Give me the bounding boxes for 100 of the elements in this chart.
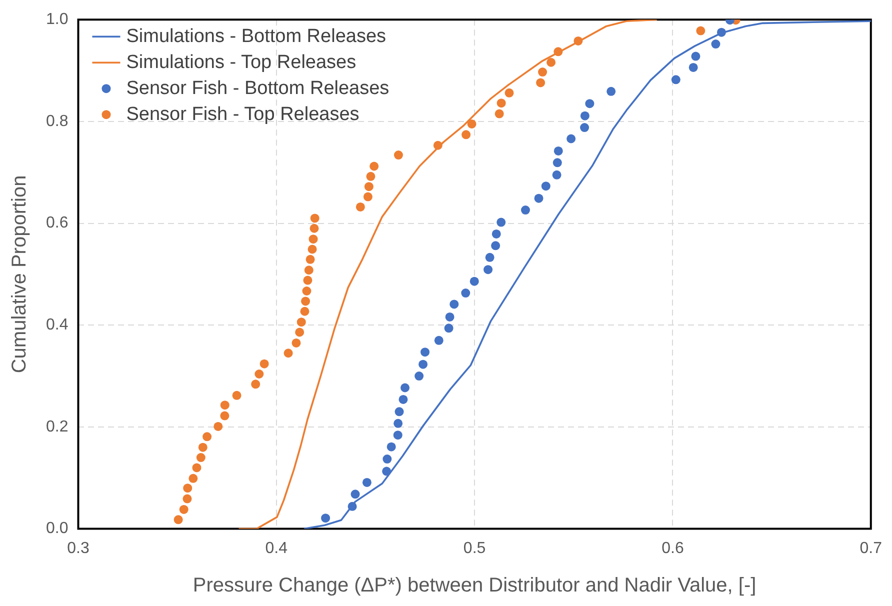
point — [356, 202, 365, 212]
point — [251, 380, 260, 389]
point — [296, 318, 306, 327]
legend-label: Simulations - Bottom Releases — [126, 26, 386, 47]
x-tick-label: 0.3 — [67, 540, 90, 557]
point — [688, 62, 698, 72]
point — [220, 400, 230, 410]
point — [284, 348, 293, 358]
point — [520, 206, 530, 215]
point — [444, 324, 454, 333]
point — [310, 224, 319, 233]
point — [220, 411, 230, 420]
point — [179, 504, 188, 514]
point — [182, 494, 192, 504]
y-axis-title: Cumulative Proportion — [8, 175, 31, 374]
y-tick-label: 0.2 — [46, 418, 68, 436]
point — [691, 52, 700, 61]
point — [494, 109, 504, 118]
point — [450, 300, 459, 309]
point — [434, 336, 444, 345]
point — [566, 134, 576, 144]
point — [295, 328, 304, 337]
point — [536, 78, 546, 88]
point — [350, 490, 360, 499]
x-tick-label: 0.4 — [265, 540, 288, 557]
point — [183, 484, 192, 493]
point — [580, 123, 590, 132]
point — [414, 372, 424, 381]
point — [580, 111, 590, 120]
point — [492, 229, 501, 238]
point — [254, 370, 264, 379]
point — [370, 162, 379, 171]
point — [696, 26, 706, 36]
y-tick-label: 0.6 — [46, 214, 68, 232]
point — [364, 182, 374, 192]
point — [303, 276, 312, 285]
point — [366, 172, 376, 181]
legend-label: Sensor Fish - Top Releases — [126, 104, 360, 125]
point — [300, 306, 310, 316]
point — [321, 514, 330, 523]
y-tick-label: 0.0 — [46, 520, 68, 538]
point — [496, 98, 506, 108]
point — [310, 214, 320, 223]
x-tick-label: 0.6 — [662, 540, 684, 557]
point — [461, 288, 470, 298]
point — [485, 252, 494, 262]
point — [418, 360, 428, 369]
point — [232, 390, 242, 400]
point — [554, 146, 563, 156]
point — [445, 312, 454, 322]
point — [308, 234, 318, 244]
point — [304, 266, 314, 275]
point — [308, 244, 317, 254]
point — [196, 453, 206, 462]
legend-label: Simulations - Top Releases — [126, 52, 356, 73]
point — [671, 75, 680, 84]
point — [202, 432, 212, 442]
point — [260, 359, 269, 368]
point — [420, 348, 430, 357]
point — [470, 276, 479, 286]
point — [192, 463, 202, 472]
point — [534, 194, 544, 203]
point — [552, 170, 562, 180]
point — [504, 88, 514, 98]
point — [398, 394, 408, 404]
point — [491, 241, 500, 250]
point — [394, 418, 403, 428]
point — [292, 338, 301, 348]
point — [302, 286, 312, 296]
point — [188, 474, 198, 483]
point — [467, 119, 476, 128]
y-tick-label: 0.8 — [46, 112, 68, 130]
point — [484, 265, 493, 274]
point — [538, 68, 548, 77]
x-tick-label: 0.7 — [860, 540, 882, 557]
point — [394, 407, 404, 416]
point — [198, 442, 208, 452]
y-tick-label: 0.4 — [46, 316, 68, 334]
legend-label: Sensor Fish - Bottom Releases — [126, 78, 390, 99]
point — [585, 99, 594, 108]
point — [711, 40, 720, 49]
point — [462, 130, 471, 140]
point — [400, 383, 410, 392]
point — [174, 515, 183, 524]
point — [552, 158, 562, 168]
x-tick-label: 0.5 — [463, 540, 486, 557]
point — [386, 442, 396, 452]
point — [301, 296, 310, 306]
y-tick-label: 1.0 — [46, 11, 68, 28]
x-axis-title: Pressure Change (ΔP*) between Distributor and Nadir Value, [-] — [192, 574, 756, 597]
point — [541, 182, 550, 191]
point — [306, 254, 315, 264]
point — [393, 430, 402, 440]
point — [382, 454, 392, 464]
point — [496, 218, 506, 227]
point — [546, 58, 556, 67]
point — [363, 192, 372, 202]
point — [606, 86, 616, 96]
point — [214, 422, 223, 431]
point — [362, 478, 372, 487]
